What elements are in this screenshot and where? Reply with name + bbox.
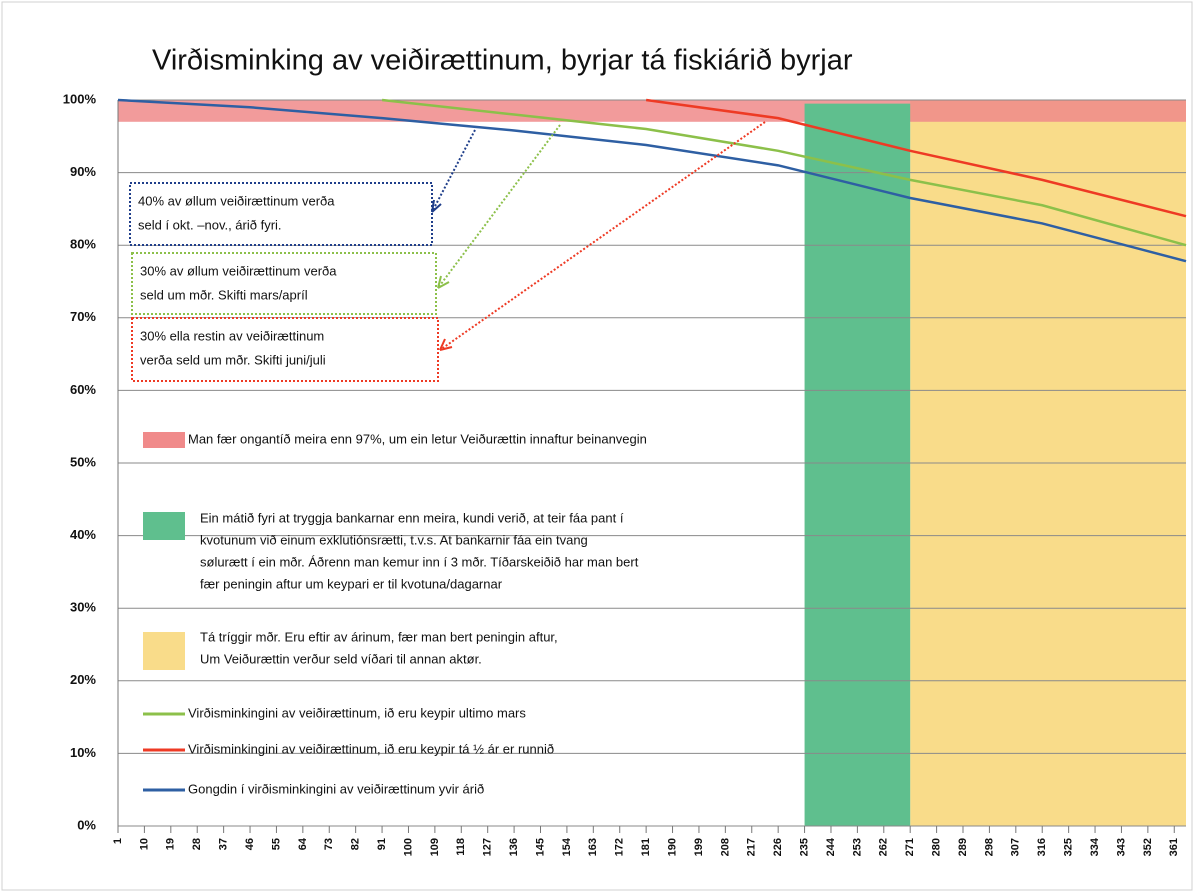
annotation-text: 30% ella restin av veiðirættinum <box>140 328 324 343</box>
x-tick-label: 325 <box>1063 838 1075 856</box>
x-tick-label: 208 <box>719 838 731 856</box>
x-tick-label: 1 <box>112 838 124 844</box>
x-tick-label: 235 <box>798 838 810 856</box>
x-tick-label: 199 <box>693 838 705 856</box>
y-tick-label: 50% <box>70 454 96 469</box>
annotation-box <box>129 182 433 246</box>
x-tick-label: 190 <box>666 838 678 856</box>
legend-label: Virðisminkingini av veiðirættinum, ið er… <box>188 705 526 720</box>
band <box>118 100 1186 122</box>
x-tick-label: 37 <box>218 838 230 850</box>
x-tick-label: 127 <box>482 838 494 856</box>
lines <box>117 98 1187 263</box>
y-tick-label: 30% <box>70 600 96 615</box>
x-tick-label: 361 <box>1168 838 1180 856</box>
arrow <box>437 124 561 289</box>
x-tick-label: 253 <box>851 838 863 856</box>
x-tick-label: 73 <box>323 838 335 850</box>
grid: 0% 10% 20% 30% 40% 50% 60% 70% 80% 90% 100% 1 10 19 28… <box>63 91 1186 856</box>
x-tick-label: 136 <box>508 838 520 856</box>
y-tick-label: 80% <box>70 237 96 252</box>
x-tick-label: 226 <box>772 838 784 856</box>
band-label: kvotunum við einum exklutiónsrætti, t.v.… <box>200 532 588 547</box>
x-tick-label: 334 <box>1089 837 1101 856</box>
annotation-box <box>131 252 437 315</box>
annotation-text: verða seld um mðr. Skifti juni/juli <box>140 352 326 367</box>
band-label: Ein mátið fyri at tryggja bankarnar enn … <box>200 510 624 525</box>
x-tick-label: 55 <box>270 838 282 850</box>
band-label: sølurætt í ein mðr. Áðrenn man kemur inn… <box>200 554 639 569</box>
x-tick-label: 145 <box>534 838 546 856</box>
x-tick-label: 352 <box>1142 838 1154 856</box>
notes: Tá tríggir mðr. Eru eftir av árinum, fær… <box>129 182 647 796</box>
x-tick-label: 244 <box>825 837 837 856</box>
band <box>804 103 911 826</box>
y-tick-label: 10% <box>70 745 96 760</box>
annotation-text: seld í okt. –nov., árið fyri. <box>138 217 282 232</box>
band-label: Tá tríggir mðr. Eru eftir av árinum, fær… <box>200 629 558 644</box>
annotation-box <box>131 317 439 382</box>
x-tick-label: 109 <box>429 838 441 856</box>
x-tick-label: 289 <box>957 838 969 856</box>
x-tick-label: 217 <box>746 838 758 856</box>
band-swatch <box>143 432 185 448</box>
x-tick-label: 181 <box>640 838 652 856</box>
x-tick-label: 118 <box>455 838 467 856</box>
x-tick-label: 10 <box>138 838 150 850</box>
x-tick-label: 64 <box>297 837 309 850</box>
band-label: Um Veiðurættin verður seld víðari til an… <box>200 651 482 666</box>
series-line <box>117 98 1187 263</box>
x-tick-label: 271 <box>904 838 916 856</box>
series-line <box>645 98 1187 218</box>
band-label: fær peningin aftur um keypari er til kvo… <box>200 576 503 591</box>
x-tick-label: 100 <box>402 838 414 856</box>
y-tick-label: 20% <box>70 672 96 687</box>
y-tick-label: 60% <box>70 382 96 397</box>
y-tick-label: 0% <box>77 817 96 832</box>
chart-title: Virðisminking av veiðirættinum, byrjar t… <box>152 45 853 77</box>
y-tick-label: 100% <box>63 91 97 106</box>
x-tick-label: 28 <box>191 838 203 850</box>
x-tick-label: 19 <box>165 838 177 850</box>
annotation-text: 40% av øllum veiðirættinum verða <box>138 193 335 208</box>
annotation-text: seld um mðr. Skifti mars/apríl <box>140 287 308 302</box>
x-tick-label: 46 <box>244 838 256 850</box>
x-tick-label: 298 <box>983 838 995 856</box>
x-tick-label: 154 <box>561 837 573 856</box>
x-tick-label: 172 <box>614 838 626 856</box>
y-tick-label: 90% <box>70 164 96 179</box>
x-tick-label: 163 <box>587 838 599 856</box>
legend-label: Gongdin í virðisminkingini av veiðirætti… <box>188 781 484 796</box>
series-line <box>381 98 1187 247</box>
x-tick-label: 91 <box>376 838 388 850</box>
band-swatch <box>143 512 185 540</box>
band-swatch <box>143 632 185 670</box>
arrow-head <box>437 275 450 289</box>
x-tick-label: 307 <box>1010 838 1022 856</box>
x-tick-label: 280 <box>931 838 943 856</box>
x-tick-label: 316 <box>1036 838 1048 856</box>
y-tick-label: 40% <box>70 527 96 542</box>
band-label: Man fær ongantíð meira enn 97%, um ein l… <box>188 431 647 446</box>
x-tick-label: 343 <box>1115 838 1127 856</box>
annotation-text: 30% av øllum veiðirættinum verða <box>140 263 337 278</box>
legend-label: Virðisminkingini av veiðirættinum, ið er… <box>188 741 554 756</box>
x-tick-label: 82 <box>350 838 362 850</box>
arrows <box>431 121 766 351</box>
y-tick-label: 70% <box>70 309 96 324</box>
arrow-head <box>431 199 442 213</box>
arrow-head <box>439 338 453 351</box>
x-tick-label: 262 <box>878 838 890 856</box>
arrow <box>431 129 476 213</box>
